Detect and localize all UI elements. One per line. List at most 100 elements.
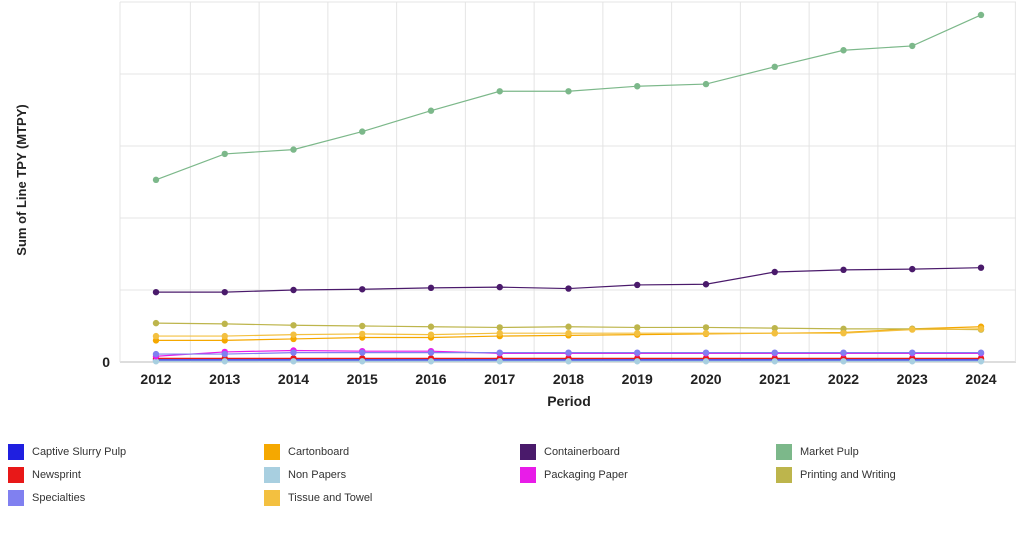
data-point-non-papers[interactable]	[290, 358, 297, 365]
data-point-market-pulp[interactable]	[290, 146, 297, 153]
data-point-specialties[interactable]	[771, 349, 778, 356]
data-point-specialties[interactable]	[634, 349, 641, 356]
data-point-printing-and-writing[interactable]	[221, 320, 228, 328]
data-point-non-papers[interactable]	[909, 358, 916, 365]
data-point-non-papers[interactable]	[977, 358, 985, 365]
data-point-printing-and-writing[interactable]	[496, 324, 503, 331]
data-point-market-pulp[interactable]	[359, 128, 366, 135]
data-point-tissue-and-towel[interactable]	[909, 326, 916, 333]
legend-item[interactable]: Printing and Writing	[776, 466, 896, 484]
data-point-specialties[interactable]	[565, 349, 572, 356]
data-point-non-papers[interactable]	[702, 358, 710, 365]
data-point-market-pulp[interactable]	[152, 176, 160, 184]
data-point-non-papers[interactable]	[840, 358, 847, 365]
data-point-printing-and-writing[interactable]	[771, 324, 778, 332]
data-point-printing-and-writing[interactable]	[359, 322, 366, 330]
legend-item[interactable]: Containerboard	[520, 443, 620, 461]
data-point-market-pulp[interactable]	[427, 107, 435, 114]
x-tick-label: 2020	[690, 371, 721, 387]
legend-swatch	[8, 467, 24, 483]
legend-item[interactable]: Cartonboard	[264, 443, 349, 461]
data-point-market-pulp[interactable]	[565, 88, 572, 95]
data-point-containerboard[interactable]	[359, 286, 366, 293]
data-point-specialties[interactable]	[702, 349, 710, 356]
data-point-printing-and-writing[interactable]	[565, 323, 572, 330]
legend-item[interactable]: Packaging Paper	[520, 466, 628, 484]
legend-item[interactable]: Tissue and Towel	[264, 489, 372, 507]
x-tick-label: 2024	[965, 371, 996, 387]
legend-item[interactable]: Specialties	[8, 489, 85, 507]
legend-item[interactable]: Newsprint	[8, 466, 81, 484]
data-point-containerboard[interactable]	[977, 264, 985, 271]
data-point-specialties[interactable]	[290, 349, 297, 356]
data-point-tissue-and-towel[interactable]	[702, 330, 710, 337]
data-point-containerboard[interactable]	[427, 284, 435, 292]
data-point-market-pulp[interactable]	[702, 80, 710, 88]
data-point-market-pulp[interactable]	[496, 88, 503, 95]
data-point-tissue-and-towel[interactable]	[290, 331, 297, 338]
data-point-non-papers[interactable]	[634, 358, 641, 365]
data-point-non-papers[interactable]	[359, 358, 366, 365]
data-point-printing-and-writing[interactable]	[427, 323, 435, 330]
data-point-tissue-and-towel[interactable]	[565, 330, 572, 337]
legend-swatch	[520, 444, 536, 460]
y-tick-label: 0	[102, 354, 110, 370]
data-point-tissue-and-towel[interactable]	[634, 330, 641, 337]
legend-label: Newsprint	[32, 469, 81, 481]
data-point-tissue-and-towel[interactable]	[496, 330, 503, 337]
data-point-market-pulp[interactable]	[221, 150, 228, 158]
data-point-printing-and-writing[interactable]	[290, 322, 297, 329]
series-printing-and-writing	[152, 319, 985, 333]
y-axis-label: Sum of Line TPY (MTPY)	[14, 104, 29, 255]
data-point-specialties[interactable]	[427, 349, 435, 356]
data-point-tissue-and-towel[interactable]	[359, 330, 366, 338]
data-point-market-pulp[interactable]	[771, 63, 778, 70]
data-point-specialties[interactable]	[909, 349, 916, 356]
data-point-specialties[interactable]	[221, 350, 228, 358]
data-point-non-papers[interactable]	[152, 358, 160, 365]
data-point-specialties[interactable]	[977, 349, 985, 356]
legend-item[interactable]: Captive Slurry Pulp	[8, 443, 126, 461]
legend-label: Containerboard	[544, 446, 620, 458]
data-point-containerboard[interactable]	[771, 268, 778, 276]
data-point-non-papers[interactable]	[221, 358, 228, 365]
legend-swatch	[264, 467, 280, 483]
data-point-market-pulp[interactable]	[909, 42, 916, 50]
data-point-tissue-and-towel[interactable]	[771, 330, 778, 337]
data-point-specialties[interactable]	[152, 350, 160, 358]
data-point-containerboard[interactable]	[152, 288, 160, 296]
data-point-printing-and-writing[interactable]	[702, 324, 710, 331]
data-point-tissue-and-towel[interactable]	[840, 330, 847, 337]
legend-item[interactable]: Non Papers	[264, 466, 346, 484]
data-point-printing-and-writing[interactable]	[634, 324, 641, 331]
data-point-non-papers[interactable]	[496, 358, 503, 365]
data-point-non-papers[interactable]	[771, 358, 778, 365]
data-point-containerboard[interactable]	[909, 265, 916, 273]
data-point-containerboard[interactable]	[702, 281, 710, 288]
data-point-specialties[interactable]	[496, 349, 503, 356]
data-point-containerboard[interactable]	[221, 288, 228, 296]
data-point-non-papers[interactable]	[427, 358, 435, 365]
data-point-containerboard[interactable]	[840, 266, 847, 274]
data-point-specialties[interactable]	[840, 349, 847, 356]
data-point-tissue-and-towel[interactable]	[977, 325, 985, 333]
data-point-tissue-and-towel[interactable]	[152, 332, 160, 340]
data-point-non-papers[interactable]	[565, 358, 572, 365]
x-axis-ticks: 2012 2013 2014 2015 2016 2017 2018 2019 2020 2021…	[140, 371, 996, 387]
data-point-containerboard[interactable]	[634, 281, 641, 289]
series-containerboard	[152, 264, 985, 296]
data-point-containerboard[interactable]	[290, 286, 297, 294]
data-point-specialties[interactable]	[359, 349, 366, 356]
data-point-containerboard[interactable]	[496, 283, 503, 291]
x-tick-label: 2016	[415, 371, 446, 387]
data-point-market-pulp[interactable]	[634, 83, 641, 90]
legend-item[interactable]: Market Pulp	[776, 443, 859, 461]
legend-swatch	[264, 444, 280, 460]
data-point-market-pulp[interactable]	[977, 11, 985, 19]
data-point-market-pulp[interactable]	[840, 47, 847, 54]
data-point-printing-and-writing[interactable]	[152, 319, 160, 327]
legend-swatch	[264, 490, 280, 506]
data-point-containerboard[interactable]	[565, 285, 572, 292]
data-point-tissue-and-towel[interactable]	[427, 331, 435, 338]
data-point-tissue-and-towel[interactable]	[221, 332, 228, 340]
